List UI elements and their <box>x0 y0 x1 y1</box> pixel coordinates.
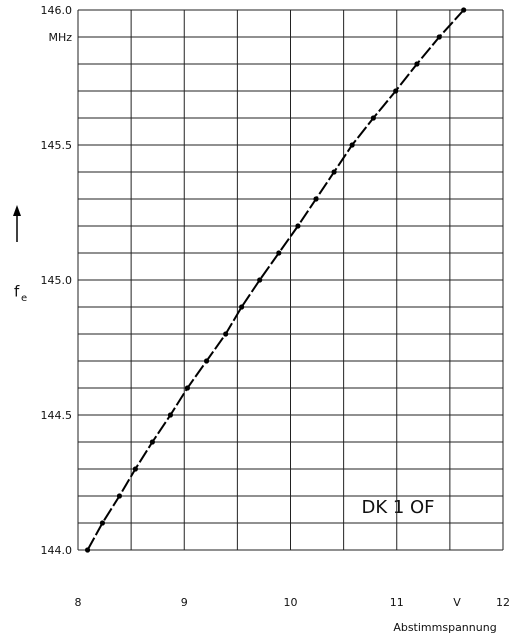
y-axis-label-sub: e <box>21 293 27 304</box>
data-point <box>257 277 263 283</box>
data-point <box>99 520 106 526</box>
x-tick-label: 10 <box>284 596 298 609</box>
data-point <box>414 61 420 67</box>
data-point <box>393 88 399 94</box>
x-axis-label: Abstimmspannung <box>393 621 496 634</box>
y-unit: MHz <box>48 31 72 44</box>
data-line <box>86 9 465 551</box>
data-point <box>331 169 337 175</box>
data-point <box>239 304 245 310</box>
data-point <box>132 466 138 472</box>
y-tick-label: 145.5 <box>41 139 73 152</box>
data-point <box>167 412 174 418</box>
data-point <box>149 439 155 445</box>
y-tick-label: 145.0 <box>41 274 73 287</box>
data-point <box>184 385 191 391</box>
data-point <box>84 547 91 553</box>
data-point <box>276 250 282 256</box>
x-tick-label: 11 <box>390 596 404 609</box>
y-axis-label: f <box>14 283 20 301</box>
axis-arrow-head <box>13 205 21 216</box>
x-unit: V <box>453 596 461 609</box>
data-point <box>295 223 301 229</box>
y-tick-label: 144.0 <box>41 544 73 557</box>
annotation: DK 1 OF <box>361 497 434 518</box>
data-point <box>313 196 319 202</box>
data-point <box>461 7 467 13</box>
data-point <box>203 358 210 364</box>
x-tick-label: 8 <box>75 596 82 609</box>
data-point <box>223 331 229 337</box>
data-point <box>370 115 376 121</box>
data-point <box>116 493 123 499</box>
x-tick-label: 9 <box>181 596 188 609</box>
y-tick-label: 146.0 <box>41 4 73 17</box>
data-point <box>349 142 355 148</box>
x-tick-label: 12 <box>496 596 510 609</box>
data-point <box>436 34 442 40</box>
y-tick-label: 144.5 <box>41 409 73 422</box>
